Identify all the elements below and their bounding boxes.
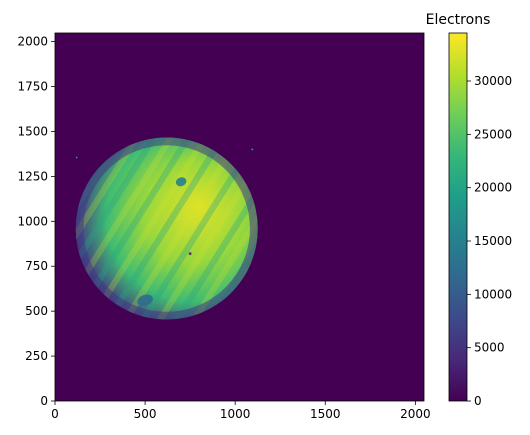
colorbar-scale bbox=[449, 33, 467, 401]
x-tick-label: 2000 bbox=[400, 407, 431, 421]
colorbar-ticks: 0 5000 10000 15000 20000 25000 30000 bbox=[467, 74, 512, 408]
cloud-band bbox=[75, 137, 234, 320]
cloud-band bbox=[75, 137, 185, 315]
cloud-band bbox=[147, 141, 258, 320]
planet-feature-0 bbox=[137, 294, 153, 307]
y-tick-label: 2000 bbox=[17, 35, 48, 49]
y-axis: 0 250 500 750 1000 1250 1500 1750 2000 bbox=[17, 35, 55, 408]
colorbar-frame bbox=[448, 32, 468, 402]
colorbar-tick-label: 0 bbox=[474, 394, 482, 408]
y-tick-label: 1000 bbox=[17, 214, 48, 228]
moon-1 bbox=[251, 148, 254, 151]
colorbar: Electrons 0 5000 10000 15000 20000 25000 30000 bbox=[426, 12, 513, 408]
y-tick-label: 750 bbox=[25, 259, 48, 273]
x-tick-label: 1500 bbox=[310, 407, 341, 421]
colorbar-tick-label: 5000 bbox=[474, 341, 505, 355]
y-tick-label: 0 bbox=[40, 394, 48, 408]
image-plot: 0 500 1000 1500 2000 0 250 500 750 1000 1250 1500 1… bbox=[17, 32, 431, 421]
colorbar-tick-label: 20000 bbox=[474, 181, 512, 195]
y-tick-label: 1750 bbox=[17, 80, 48, 94]
cloud-band bbox=[75, 137, 222, 320]
cloud-band bbox=[86, 137, 246, 320]
colorbar-tick-label: 30000 bbox=[474, 74, 512, 88]
colorbar-tick-label: 10000 bbox=[474, 287, 512, 301]
colorbar-tick-label: 25000 bbox=[474, 127, 512, 141]
x-axis: 0 500 1000 1500 2000 bbox=[51, 401, 431, 421]
cloud-band bbox=[98, 137, 258, 320]
planet-limb bbox=[75, 137, 258, 320]
y-tick-label: 250 bbox=[25, 349, 48, 363]
plot-frame bbox=[54, 32, 425, 402]
y-tick-label: 1250 bbox=[17, 169, 48, 183]
planet-feature-2 bbox=[188, 252, 192, 256]
colorbar-tick-label: 15000 bbox=[474, 234, 512, 248]
colorbar-title: Electrons bbox=[426, 12, 491, 28]
x-tick-label: 500 bbox=[134, 407, 157, 421]
y-tick-label: 500 bbox=[25, 304, 48, 318]
planet-feature-1 bbox=[175, 177, 187, 187]
planet-disk bbox=[75, 137, 258, 320]
x-tick-label: 1000 bbox=[220, 407, 251, 421]
moon-0 bbox=[75, 156, 78, 159]
cloud-band bbox=[110, 137, 258, 320]
y-tick-label: 1500 bbox=[17, 124, 48, 138]
x-tick-label: 0 bbox=[51, 407, 59, 421]
